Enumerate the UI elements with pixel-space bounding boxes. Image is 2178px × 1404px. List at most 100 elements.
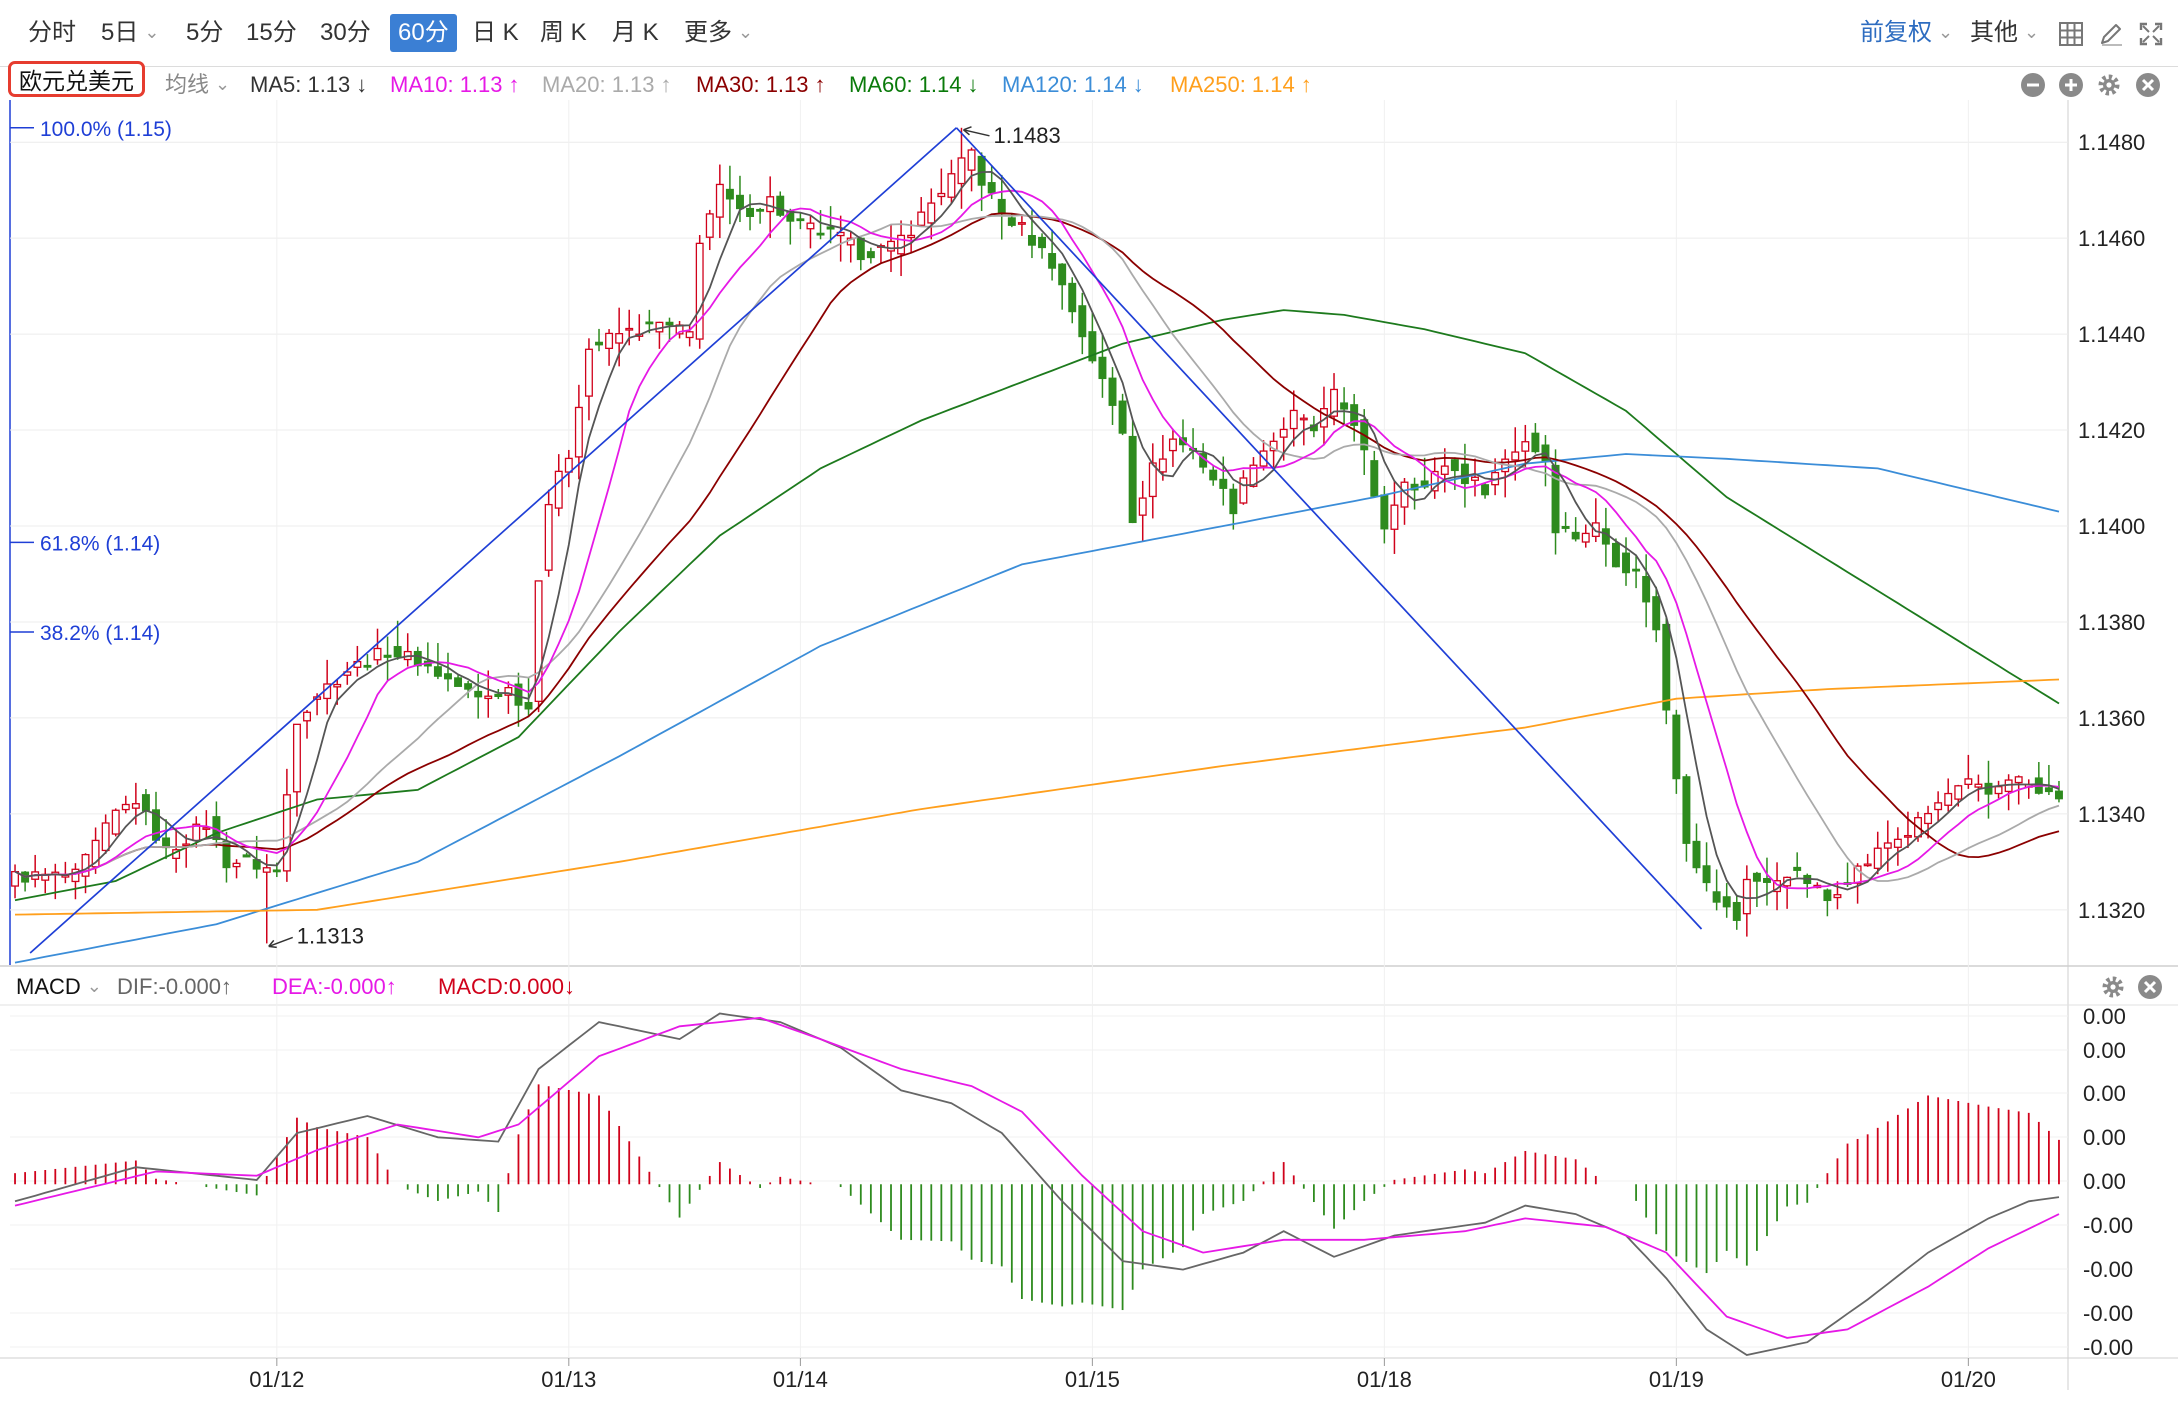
candle-body <box>1370 460 1379 497</box>
candle-body <box>182 843 191 847</box>
ma-legend-item: MA250: 1.14 ↑ <box>1170 67 1312 103</box>
other-dropdown[interactable]: 其他 ⌄ <box>1970 14 2039 52</box>
fib-level-label: 61.8% (1.14) <box>40 532 160 555</box>
candle-body <box>746 207 755 217</box>
candle-body <box>1068 282 1077 313</box>
candle-body <box>977 155 986 186</box>
ma-line-ma5 <box>14 170 2060 900</box>
macd-settings-gear-icon[interactable] <box>2100 974 2126 1000</box>
tab-period-5[interactable]: 60分 <box>390 14 457 52</box>
date-label: 01/12 <box>249 1367 304 1392</box>
candle-body <box>1038 236 1047 249</box>
tab-period-4[interactable]: 30分 <box>312 14 379 52</box>
candle-body <box>1430 470 1439 492</box>
candle-body <box>856 237 865 261</box>
candle-body <box>1128 435 1137 524</box>
candle-body <box>1732 901 1741 921</box>
ma-legend-item: MA120: 1.14 ↓ <box>1002 67 1144 103</box>
indicator-legend: 均线 ⌄ MA5: 1.13 ↓ MA10: 1.13 ↑ MA20: 1.13 ↑ MA30… <box>0 67 2178 103</box>
symbol-name-badge[interactable]: 欧元兑美元 <box>8 61 145 97</box>
candle-body <box>615 333 624 344</box>
candle-body <box>2054 790 2063 800</box>
high-pointer-arrow <box>963 129 990 137</box>
price-tick-label: 1.1340 <box>2078 802 2145 827</box>
tab-period-1[interactable]: 5日 ⌄ <box>93 14 167 52</box>
chevron-down-icon: ⌄ <box>86 976 102 996</box>
date-label: 01/20 <box>1941 1367 1996 1392</box>
candle-body <box>1561 525 1570 529</box>
tab-period-2[interactable]: 5分 <box>178 14 231 52</box>
ma-type-dropdown[interactable]: 均线 ⌄ <box>165 67 230 103</box>
candle-body <box>796 218 805 222</box>
candle-body <box>1591 522 1600 538</box>
fib-level-label: 100.0% (1.15) <box>40 118 172 141</box>
tab-period-3[interactable]: 15分 <box>238 14 305 52</box>
candle-body <box>1078 305 1087 338</box>
tab-label: 15分 <box>246 19 297 46</box>
candle-body <box>1249 464 1258 487</box>
settings-gear-icon[interactable] <box>2096 72 2122 98</box>
tab-period-0[interactable]: 分时 <box>20 14 84 52</box>
draw-pen-icon[interactable] <box>2098 21 2124 47</box>
grid-layout-icon[interactable] <box>2058 21 2084 47</box>
candle-body <box>262 867 271 873</box>
candle-body <box>937 192 946 198</box>
high-price-label: 1.1483 <box>993 123 1060 148</box>
tab-period-6[interactable]: 日 K <box>464 14 527 52</box>
candle-body <box>887 240 895 252</box>
add-indicator-icon[interactable] <box>2059 73 2083 97</box>
ma-legend-label: MA120: 1.14 <box>1002 72 1127 97</box>
trend-line <box>29 127 958 954</box>
ma-legend-label: MA5: 1.13 <box>250 72 351 97</box>
candle-body <box>303 711 311 722</box>
chevron-down-icon: ⌄ <box>215 74 231 94</box>
price-tick-label: 1.1380 <box>2078 610 2145 635</box>
date-label: 01/13 <box>541 1367 596 1392</box>
candle-body <box>373 647 382 661</box>
candle-body <box>71 868 80 883</box>
ma-trend-arrow: ↓ <box>967 72 979 97</box>
candle-body <box>1974 783 1983 788</box>
ma-type-label: 均线 <box>165 72 210 97</box>
price-tick-label: 1.1360 <box>2078 706 2145 731</box>
ma-trend-arrow: ↑ <box>508 72 520 97</box>
candle-body <box>645 321 654 325</box>
tab-period-8[interactable]: 月 K <box>604 14 667 52</box>
price-tick-label: 1.1460 <box>2078 226 2145 251</box>
candle-body <box>333 683 342 688</box>
ma-legend-label: MA30: 1.13 <box>696 72 809 97</box>
macd-tick-label: 0.00 <box>2083 1038 2126 1063</box>
close-icon[interactable] <box>2136 73 2160 97</box>
candle-body <box>1934 802 1943 811</box>
candle-body <box>232 862 241 868</box>
tab-period-9[interactable]: 更多 ⌄ <box>676 14 761 52</box>
candle-body <box>907 234 916 239</box>
candle-body <box>1088 331 1097 362</box>
candle-body <box>141 794 150 812</box>
candle-body <box>1209 469 1218 481</box>
macd-close-icon[interactable] <box>2138 975 2162 999</box>
low-price-label: 1.1313 <box>297 923 364 948</box>
chevron-down-icon: ⌄ <box>1938 22 1954 42</box>
candle-body <box>756 208 765 212</box>
ma-line-ma10 <box>14 189 2060 890</box>
candle-body <box>544 503 553 571</box>
candle-body <box>2014 776 2023 784</box>
candle-body <box>1340 402 1349 410</box>
ma-legend-item: MA5: 1.13 ↓ <box>250 67 367 103</box>
candle-body <box>1823 889 1832 902</box>
collapse-pane-icon[interactable] <box>2021 73 2045 97</box>
candle-body <box>1581 532 1590 543</box>
macd-indicator-dropdown[interactable]: MACD ⌄ <box>16 970 102 1004</box>
candle-body <box>1682 776 1691 844</box>
date-label: 01/15 <box>1065 1367 1120 1392</box>
candle-body <box>665 321 674 326</box>
fullscreen-icon[interactable] <box>2138 21 2164 47</box>
candle-body <box>1350 404 1359 426</box>
tab-period-7[interactable]: 周 K <box>532 14 595 52</box>
candle-body <box>1783 876 1792 887</box>
candle-body <box>91 839 100 868</box>
adjust-dropdown[interactable]: 前复权 ⌄ <box>1860 14 1953 52</box>
